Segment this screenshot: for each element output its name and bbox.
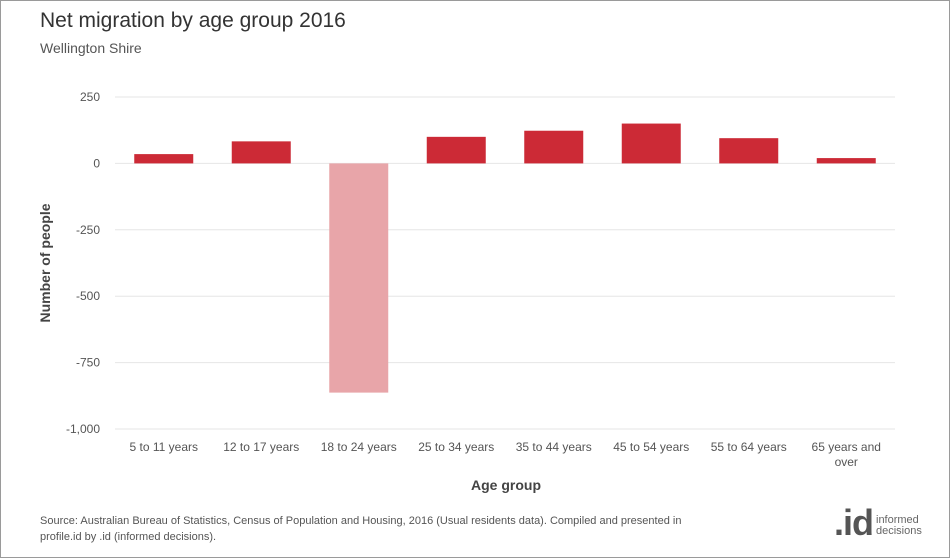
y-axis-title: Number of people	[37, 203, 53, 322]
x-tick-label: 18 to 24 years	[321, 440, 397, 454]
x-tick-label: 55 to 64 years	[711, 440, 787, 454]
logo-line-2: decisions	[876, 525, 922, 537]
bar-25-to-34-years[interactable]	[426, 136, 486, 164]
id-logo: .id informed decisions	[834, 505, 922, 541]
y-tick-label: -500	[76, 289, 100, 303]
x-tick-label: 65 years and over	[812, 440, 881, 469]
chart-title: Net migration by age group 2016	[40, 9, 346, 32]
x-tick-label: 45 to 54 years	[613, 440, 689, 454]
y-tick-label: -250	[76, 223, 100, 237]
y-axis-ticks: 250 0 -250 -500 -750 -1,000	[66, 90, 100, 436]
source-note: Source: Australian Bureau of Statistics,…	[40, 515, 682, 543]
y-tick-label: -750	[76, 356, 100, 370]
bar-55-to-64-years[interactable]	[719, 138, 779, 164]
x-tick-label: 12 to 17 years	[223, 440, 299, 454]
x-tick-label: 35 to 44 years	[516, 440, 592, 454]
x-tick-label: 25 to 34 years	[418, 440, 494, 454]
x-tick-label: 5 to 11 years	[130, 440, 198, 454]
y-tick-label: 250	[80, 90, 100, 104]
y-tick-label: -1,000	[66, 422, 100, 436]
bar-5-to-11-years[interactable]	[134, 154, 194, 164]
bar-35-to-44-years[interactable]	[524, 130, 584, 164]
x-axis-ticks: 5 to 11 years 12 to 17 years 18 to 24 year…	[130, 440, 881, 469]
x-axis-title: Age group	[471, 477, 541, 493]
bar-65-years-and-over[interactable]	[816, 158, 876, 164]
bars	[134, 123, 876, 393]
bar-45-to-54-years[interactable]	[621, 123, 681, 164]
bar-18-to-24-years[interactable]	[329, 163, 389, 393]
logo-mark: .id	[834, 502, 874, 543]
chart-subtitle: Wellington Shire	[40, 40, 142, 56]
bar-12-to-17-years[interactable]	[231, 141, 291, 164]
y-tick-label: 0	[93, 156, 100, 170]
logo-line-1: informed	[876, 514, 919, 526]
logo-text: informed decisions	[876, 515, 922, 537]
